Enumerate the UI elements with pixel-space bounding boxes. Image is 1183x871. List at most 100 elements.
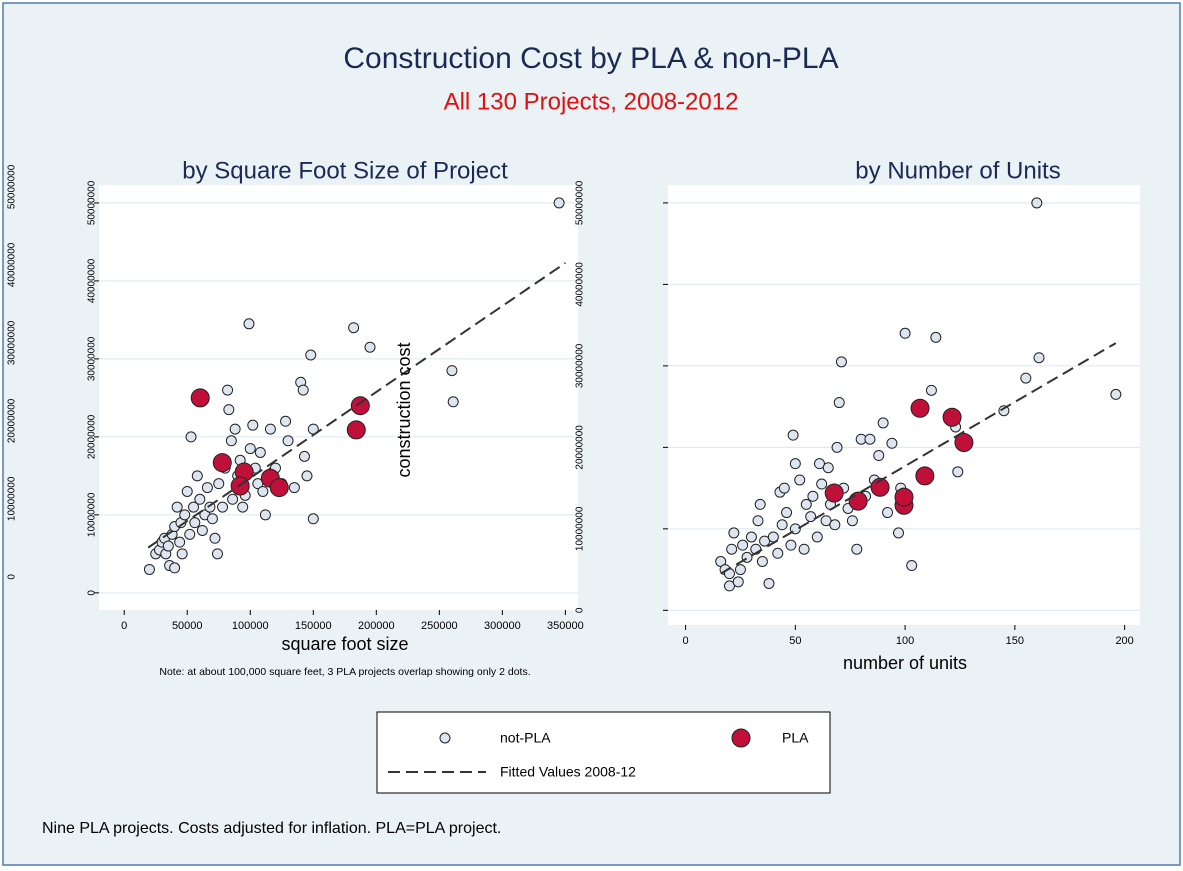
- point: [209, 532, 221, 544]
- x-tick-label: 200: [1115, 635, 1133, 647]
- point: [184, 528, 196, 540]
- legend-label: PLA: [782, 730, 809, 746]
- note: Note: at about 100,000 square feet, 3 PL…: [159, 666, 530, 678]
- point: [723, 580, 735, 592]
- point: [778, 482, 790, 494]
- point: [305, 349, 317, 361]
- point: [179, 509, 191, 521]
- point: [822, 462, 834, 474]
- point: [201, 482, 213, 494]
- point: [829, 519, 841, 531]
- point: [247, 419, 259, 431]
- point: [759, 535, 771, 547]
- legend-box: [376, 711, 831, 794]
- point: [191, 470, 203, 482]
- point: [870, 477, 890, 497]
- point: [217, 501, 229, 513]
- point: [794, 474, 806, 486]
- point: [824, 483, 844, 503]
- panel-title: by Number of Units: [855, 157, 1060, 184]
- point: [446, 365, 458, 377]
- point: [194, 493, 206, 505]
- point: [229, 423, 241, 435]
- y-tick-label: 20000000: [575, 425, 586, 470]
- point: [211, 548, 223, 560]
- point: [726, 543, 738, 555]
- point: [212, 453, 232, 473]
- y-tick-label: 40000000: [575, 262, 586, 307]
- point: [346, 420, 366, 440]
- plot-area: [668, 185, 1140, 625]
- point: [906, 560, 918, 572]
- x-tick-label: 100: [896, 635, 914, 647]
- point: [243, 318, 255, 330]
- x-tick-label: 150: [1006, 635, 1024, 647]
- y-tick-label: 30000000: [7, 320, 18, 365]
- y-tick-label: 50000000: [7, 164, 18, 209]
- x-tick-label: 0: [683, 635, 689, 647]
- point: [835, 356, 847, 368]
- y-tick-label: 10000000: [575, 506, 586, 551]
- point: [915, 466, 935, 486]
- point: [227, 493, 239, 505]
- x-tick-label: 0: [121, 620, 127, 632]
- point: [1110, 388, 1122, 400]
- point: [213, 478, 225, 490]
- fitted-line: [720, 342, 1117, 575]
- x-tick-label: 200000: [358, 620, 395, 632]
- point: [297, 384, 309, 396]
- x-tick-label: 100000: [232, 620, 269, 632]
- footnote: Nine PLA projects. Costs adjusted for in…: [42, 820, 501, 837]
- point: [288, 482, 300, 494]
- point: [807, 490, 819, 502]
- point: [143, 563, 155, 575]
- y-tick-label: 40000000: [87, 258, 98, 303]
- point: [244, 443, 256, 455]
- point: [998, 405, 1010, 417]
- point: [282, 435, 294, 447]
- point: [189, 517, 201, 529]
- y-tick-label: 30000000: [87, 336, 98, 381]
- point: [954, 432, 974, 452]
- y-tick-label: 40000000: [7, 242, 18, 287]
- point: [1031, 197, 1043, 209]
- point: [225, 435, 237, 447]
- point: [264, 423, 276, 435]
- point: [254, 446, 266, 458]
- point: [831, 441, 843, 453]
- point: [280, 415, 292, 427]
- panel-title: by Square Foot Size of Project: [182, 157, 508, 184]
- point: [756, 555, 768, 567]
- y-tick-label: 50000000: [87, 180, 98, 225]
- point: [447, 396, 459, 408]
- point: [800, 498, 812, 510]
- point: [772, 547, 784, 559]
- point: [910, 398, 930, 418]
- point: [952, 466, 964, 478]
- point: [237, 501, 249, 513]
- point: [864, 433, 876, 445]
- point: [301, 470, 313, 482]
- point: [816, 478, 828, 490]
- y-tick-label: 20000000: [87, 414, 98, 459]
- x-tick-label: 50: [789, 635, 801, 647]
- point: [728, 527, 740, 539]
- chart-subtitle: All 130 Projects, 2008-2012: [444, 88, 739, 115]
- x-tick-label: 250000: [421, 620, 458, 632]
- point: [798, 543, 810, 555]
- y-axis-label: construction cost: [394, 342, 414, 477]
- point: [269, 478, 289, 498]
- point: [942, 407, 962, 427]
- point: [1020, 372, 1032, 384]
- point: [223, 404, 235, 416]
- point: [811, 531, 823, 543]
- point: [877, 417, 889, 429]
- point: [805, 511, 817, 523]
- point: [846, 515, 858, 527]
- point: [752, 515, 764, 527]
- point: [785, 539, 797, 551]
- point: [188, 501, 200, 513]
- point: [781, 507, 793, 519]
- x-axis-label: number of units: [843, 653, 967, 673]
